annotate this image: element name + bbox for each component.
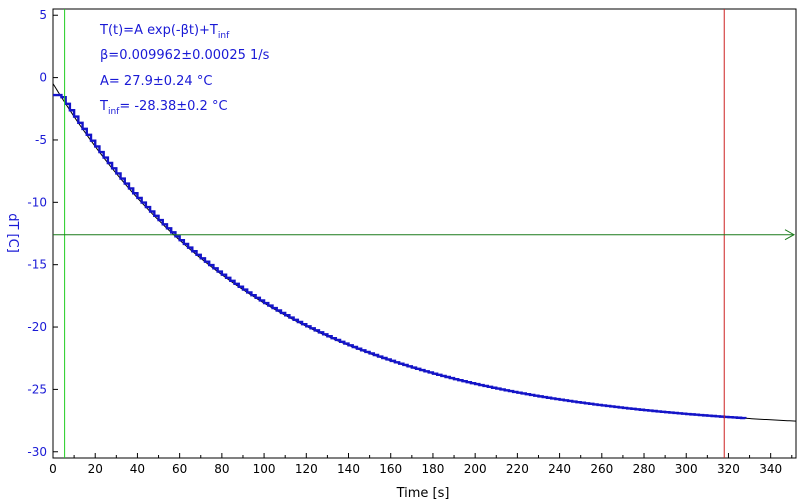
x-tick-label: 60 <box>172 462 187 476</box>
x-tick-label: 80 <box>214 462 229 476</box>
x-axis-label: Time [s] <box>396 486 450 501</box>
x-tick-label: 300 <box>675 462 698 476</box>
x-tick-label: 280 <box>633 462 656 476</box>
curves <box>52 83 797 422</box>
fit-annotation: T(t)=A exp(-βt)+Tinf β=0.009962±0.00025 … <box>99 23 270 117</box>
y-tick-label: -20 <box>27 320 47 334</box>
x-tick-label: 200 <box>464 462 487 476</box>
markers <box>53 9 796 458</box>
x-tick-label: 340 <box>759 462 782 476</box>
x-tick-label: 240 <box>548 462 571 476</box>
x-tick-label: 0 <box>49 462 57 476</box>
plot-frame <box>52 8 797 459</box>
x-tick-label: 320 <box>717 462 740 476</box>
fit-beta: β=0.009962±0.00025 1/s <box>100 48 270 63</box>
x-tick-label: 220 <box>506 462 529 476</box>
x-axis-ticks: 0 20 40 60 80 100 120 140 160 180 200 220 240 260 280 3… <box>49 453 793 476</box>
y-tick-label: 0 <box>39 71 47 85</box>
y-tick-label: -5 <box>35 133 47 147</box>
measured-data-curve <box>53 93 747 420</box>
fit-equation: T(t)=A exp(-βt)+Tinf <box>99 23 230 41</box>
x-tick-label: 140 <box>337 462 360 476</box>
x-tick-label: 20 <box>88 462 103 476</box>
y-tick-label: -30 <box>27 445 47 459</box>
fit-amplitude: A= 27.9±0.24 °C <box>100 74 212 89</box>
horizontal-arrow-icon <box>784 229 796 241</box>
x-tick-label: 180 <box>421 462 444 476</box>
x-tick-label: 120 <box>295 462 318 476</box>
y-axis-ticks: 5 0 -5 -10 -15 -20 -25 -30 <box>27 8 58 459</box>
fit-tinf: Tinf= -28.38±0.2 °C <box>99 99 228 117</box>
y-tick-label: -10 <box>27 195 47 209</box>
y-tick-label: -15 <box>27 258 47 272</box>
y-tick-label: 5 <box>39 8 47 22</box>
x-tick-label: 160 <box>379 462 402 476</box>
x-tick-label: 100 <box>253 462 276 476</box>
y-axis-label: dT [C] <box>5 213 20 253</box>
y-tick-label: -25 <box>27 382 47 396</box>
x-tick-label: 40 <box>130 462 145 476</box>
x-tick-label: 260 <box>590 462 613 476</box>
